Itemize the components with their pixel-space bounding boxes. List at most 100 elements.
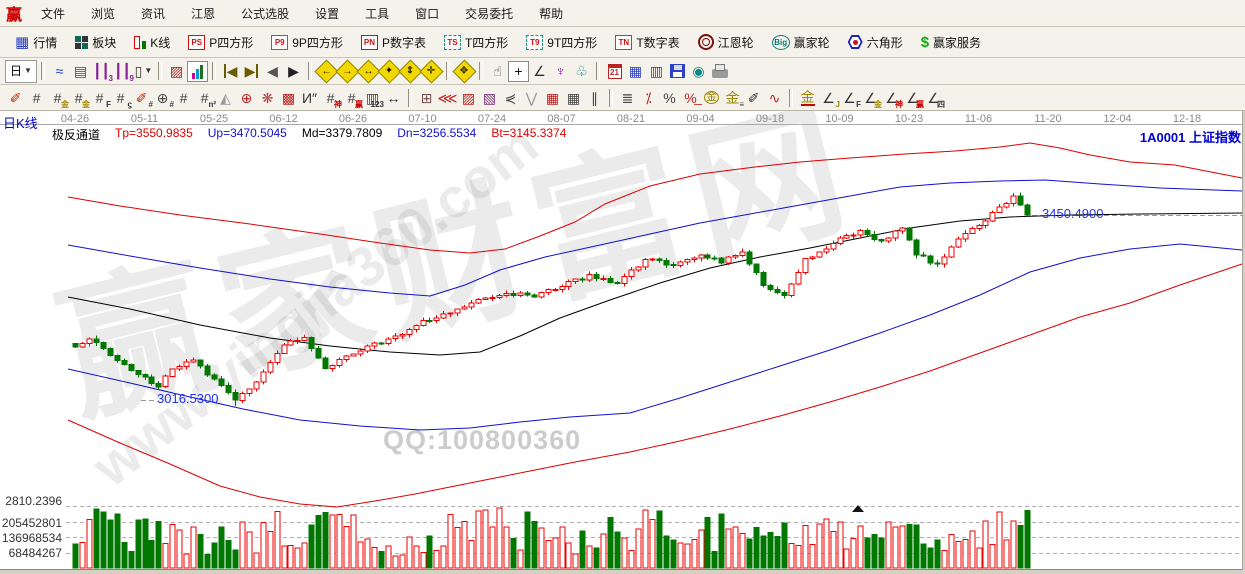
menu-file[interactable]: 文件	[41, 6, 66, 21]
toolbar-kline-button[interactable]: K线	[125, 34, 179, 51]
nav-next-button[interactable]: ▶	[283, 61, 304, 82]
three-candles-button[interactable]: ┃┃ 3	[91, 61, 113, 82]
ruler-123-button[interactable]: ▥ 123	[362, 87, 384, 109]
bow-ruler-button[interactable]: # ϛ	[110, 87, 132, 109]
overlay-chart-button[interactable]: ≈	[49, 61, 70, 82]
plain-ruler-button[interactable]: #	[173, 87, 194, 108]
h-measure-button[interactable]: ↔	[383, 87, 404, 108]
calculator-tool-button[interactable]: ▦	[625, 61, 646, 82]
star-tool-button[interactable]: ❋	[257, 87, 278, 108]
fan-lines-button[interactable]: ⋘	[437, 87, 458, 108]
cycle-tool-button[interactable]: ♧	[571, 61, 592, 82]
zoom-vertical-button[interactable]: ⇕	[398, 58, 423, 84]
menu-tools[interactable]: 工具	[365, 6, 390, 21]
print-tool-button[interactable]	[709, 61, 730, 82]
percent-line-button[interactable]: % —	[680, 87, 702, 109]
report-tool-button[interactable]: ▥	[646, 61, 667, 82]
save-tool-button[interactable]	[667, 61, 688, 82]
grid-box-red-button[interactable]: ▩	[278, 87, 299, 108]
menu-trade-order[interactable]: 交易委托	[465, 6, 514, 21]
nav-last-button[interactable]: ▶	[241, 61, 262, 82]
right-scroll-strip[interactable]	[1242, 111, 1245, 570]
toolbar-hexagon-button[interactable]: 六角形	[839, 34, 912, 51]
nav-prev-button[interactable]: ◀	[262, 61, 283, 82]
menu-browse[interactable]: 浏览	[91, 6, 116, 21]
scale-list-button[interactable]: ≣	[617, 87, 638, 108]
web-tool-button[interactable]: ◉	[688, 61, 709, 82]
gold-angle-icon: ∠	[864, 89, 877, 106]
angle-lines-button[interactable]: ⋞	[500, 87, 521, 108]
shen-angle-button[interactable]: ∠ 神	[881, 87, 903, 109]
toolbar-9t-square-button[interactable]: T9 9T四方形	[517, 34, 606, 51]
n-wave-tool-button[interactable]: И″	[299, 87, 320, 108]
wave-red-button[interactable]: ∿	[764, 87, 785, 108]
nine-candles-button[interactable]: ┃┃ 9	[112, 61, 134, 82]
price-chart-canvas[interactable]	[0, 111, 1245, 574]
menu-help[interactable]: 帮助	[539, 6, 564, 21]
toolbar-sectors-button[interactable]: 板块	[66, 34, 125, 51]
calendar-tool-button[interactable]: 21	[604, 61, 625, 82]
menu-window[interactable]: 窗口	[415, 6, 440, 21]
nav-first-button[interactable]: ◀	[220, 61, 241, 82]
pen-black-button[interactable]: ✐	[743, 87, 764, 108]
gold-angle-button[interactable]: ∠ 金	[860, 87, 882, 109]
si-angle-button[interactable]: ∠ 四	[923, 87, 945, 109]
ying-angle-button[interactable]: ∠ 赢	[902, 87, 924, 109]
parallel-lines-button[interactable]: ∥	[584, 87, 605, 108]
gold-line-button[interactable]: 金 ≡	[722, 87, 745, 109]
mirror-tool-button[interactable]: ◭	[215, 87, 236, 108]
menu-gann[interactable]: 江恩	[191, 6, 216, 21]
pan-all-button[interactable]: ✥	[452, 58, 477, 84]
percent-seven-button[interactable]: ⁒	[638, 87, 659, 108]
n2-ruler-button[interactable]: # n²	[194, 87, 216, 109]
gold-ruler-1-button[interactable]: # 金	[47, 87, 69, 109]
brush-tool-button[interactable]: ✐	[5, 87, 26, 108]
ying-ruler-button[interactable]: # 赢	[341, 87, 363, 109]
zoom-horizontal-button[interactable]: ↔	[356, 58, 381, 84]
grid-dark-button[interactable]: ▦	[563, 87, 584, 108]
toolbar-winner-service-button[interactable]: $ 赢家服务	[912, 34, 990, 51]
f-ruler-button[interactable]: # F	[89, 87, 111, 109]
j-angle-button[interactable]: ∠ J	[818, 87, 840, 109]
shen-ruler-button[interactable]: # 神	[320, 87, 342, 109]
toolbar-p-table-button[interactable]: PN P数字表	[352, 34, 435, 51]
gold-angle-0-button[interactable]: 金	[797, 87, 818, 108]
hand-tool-button[interactable]: ☝	[487, 61, 508, 82]
chart-area[interactable]: 赢家财富网 www.yingjia360.com QQ:100800360 04…	[0, 111, 1245, 574]
compass-red-button[interactable]: ⊕	[236, 87, 257, 108]
fan-box-button[interactable]: ▨	[458, 87, 479, 108]
percent-button[interactable]: %	[659, 87, 680, 108]
toolbar-t-table-button[interactable]: TN T数字表	[606, 34, 688, 51]
period-selector-button[interactable]: 日 ▼	[5, 59, 37, 83]
pattern-red-button[interactable]: ▨	[166, 61, 187, 82]
angle-tool-button[interactable]: ∠	[529, 61, 550, 82]
info-panel-button[interactable]: ▤	[70, 61, 91, 82]
gold-ruler-2-button[interactable]: # 金	[68, 87, 90, 109]
f-angle-button[interactable]: ∠ F	[839, 87, 861, 109]
pen-ruler-button[interactable]: ✐ #	[131, 87, 153, 109]
zoom-left-button[interactable]: ←	[314, 58, 339, 84]
menu-settings[interactable]: 设置	[315, 6, 340, 21]
box-lines-button[interactable]: ⊞	[416, 87, 437, 108]
zoom-in-all-button[interactable]: ✦	[377, 58, 402, 84]
zigzag-lines-button[interactable]: ⋁	[521, 87, 542, 108]
menu-news[interactable]: 资讯	[141, 6, 166, 21]
gold-circle-button[interactable]: 金	[701, 87, 722, 108]
grid-red-button[interactable]: ▦	[542, 87, 563, 108]
toolbar-p-square-button[interactable]: PS P四方形	[179, 34, 262, 51]
circle-ruler-button[interactable]: ⊕ #	[152, 87, 174, 109]
fan-box-2-button[interactable]: ▧	[479, 87, 500, 108]
toolbar-9p-square-button[interactable]: P9 9P四方形	[262, 34, 352, 51]
zoom-right-button[interactable]: →	[335, 58, 360, 84]
menu-formula-picker[interactable]: 公式选股	[241, 6, 290, 21]
zoom-reset-button[interactable]: ✛	[419, 58, 444, 84]
toolbar-t-square-button[interactable]: TS T四方形	[435, 34, 517, 51]
histogram-view-button[interactable]	[187, 60, 208, 82]
toolbar-gann-wheel-button[interactable]: 江恩轮	[689, 34, 763, 51]
crosshair-tool-button[interactable]: +	[508, 60, 529, 82]
toolbar-winner-wheel-button[interactable]: Big 赢家轮	[763, 34, 839, 51]
ruler-tool-button[interactable]: #	[26, 87, 47, 108]
toolbar-quotes-button[interactable]: ▦ 行情	[6, 34, 66, 51]
candle-style-selector-button[interactable]: ▯ ▼	[133, 61, 154, 82]
gann-tool-button[interactable]: ♆	[550, 61, 571, 82]
